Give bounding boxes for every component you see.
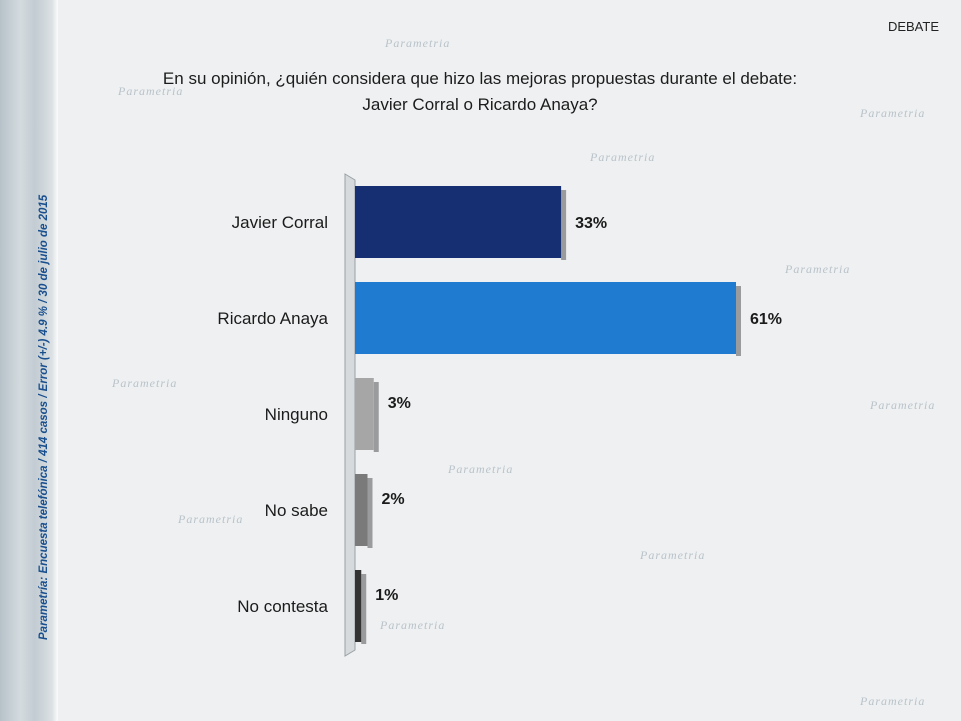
watermark-text: Parametria (870, 398, 936, 412)
bar-depth (373, 382, 379, 452)
bar (355, 570, 362, 642)
decorative-side-strip (0, 0, 58, 721)
watermark-text: Parametria (785, 262, 851, 276)
question-line-1: En su opinión, ¿quién considera que hizo… (162, 69, 798, 88)
bar-depth (736, 286, 741, 356)
chart-question: En su opinión, ¿quién considera que hizo… (130, 66, 830, 118)
category-label: No sabe (265, 501, 328, 520)
watermark-text: Parametria (112, 376, 178, 390)
value-label: 2% (381, 491, 404, 508)
watermark-text: Parametria (178, 512, 244, 526)
category-label: Ricardo Anaya (217, 309, 328, 328)
bar (355, 378, 374, 450)
watermark-text: Parametria (860, 694, 926, 708)
watermark-text: Parametria (640, 548, 706, 562)
value-label: 1% (375, 587, 398, 604)
watermark-text: Parametria (448, 462, 514, 476)
section-tag: DEBATE (887, 19, 939, 34)
value-label: 3% (388, 395, 411, 412)
value-label: 61% (750, 311, 782, 328)
axis-line (344, 173, 356, 657)
bar-depth (361, 574, 367, 644)
watermark-text: Parametria (380, 618, 446, 632)
bar (355, 474, 368, 546)
category-label: Ninguno (265, 405, 328, 424)
bar-depth (561, 190, 567, 260)
category-label: No contesta (237, 597, 328, 616)
watermark-text: Parametria (590, 150, 656, 164)
category-label: Javier Corral (232, 213, 328, 232)
watermark-text: Parametria (118, 84, 184, 98)
bar (355, 282, 736, 354)
watermark-text: Parametria (385, 36, 451, 50)
bar (355, 186, 562, 258)
bar-depth (367, 478, 373, 548)
question-line-2: Javier Corral o Ricardo Anaya? (362, 95, 598, 114)
watermark-text: Parametria (860, 106, 926, 120)
value-label: 33% (575, 215, 607, 232)
